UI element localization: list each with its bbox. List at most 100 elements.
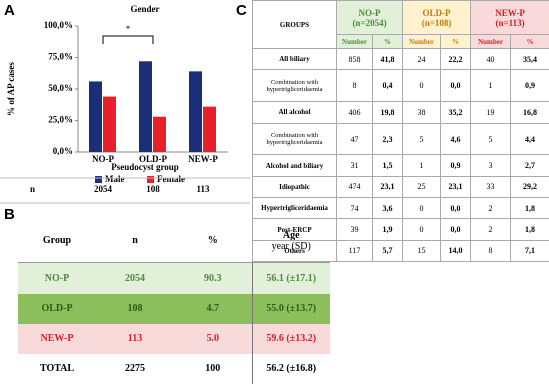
cell: 39 [336,218,373,241]
header-cell: Group [18,220,96,263]
cell: 5,7 [371,239,404,263]
cell: 33 [470,175,512,199]
row-label: Hypertrigliceridaemia [252,197,337,220]
row-label: Combination with hypertrigliceridaemia [252,122,337,156]
cell: NO-P [44,272,70,284]
data-row: Idiopathic 474 23,1 25 23,1 33 29,2 [252,175,549,199]
cell: 23,1 [440,175,472,199]
cell: 3,6 [371,197,404,220]
cell: 16,8 [510,101,549,124]
bar [139,61,152,152]
cell: 0 [402,218,442,241]
row-label: All alcohol [252,101,337,124]
cell: 14,0 [440,239,472,263]
row-label: Alcohol and biliary [252,154,337,177]
x-axis-label: Pseudocyst group [111,162,179,172]
data-row: OLD-P 108 4.7 55.0 (±13.7) [18,293,330,324]
cell: OLD-P [41,303,73,315]
cell: 15 [402,239,442,263]
row-label: Post-ERCP [252,218,337,241]
subheader: Number [470,34,512,49]
cell: 0,4 [371,69,404,103]
cell: 1,8 [510,197,549,220]
cell: 22,2 [440,47,472,71]
n-value: 2054 [94,184,113,194]
cell: 0,9 [510,69,549,103]
cell: 35,2 [440,101,472,124]
group-header: OLD-P (n=108) [402,0,472,35]
y-tick-label: 25,0% [48,115,73,125]
cell: 406 [336,101,373,124]
cell: 474 [336,175,373,199]
cell: 7,1 [510,239,549,263]
chart-title: Gender [131,4,160,14]
y-tick-label: 75,0% [48,52,73,62]
cell: 19,8 [371,101,404,124]
legend-swatch [147,176,154,183]
subheader: % [440,34,472,49]
panel-label: A [4,2,15,19]
data-row: Alcohol and biliary 31 1,5 1 0,9 3 2,7 [252,154,549,177]
x-tick-label: NO-P [92,154,114,164]
legend-swatch [95,176,102,183]
cell: 24 [402,47,442,71]
cell: 0,0 [440,197,472,220]
cell: 90.3 [204,272,222,284]
cell: 56.2 (±16.8) [251,353,330,384]
subheader: Number [402,34,442,49]
group-header-line: OLD-P [422,7,451,18]
header-cell: n [96,220,174,263]
subheader-row: Number% Number% Number% [253,34,549,49]
cell: 2275 [125,363,145,375]
n-value: 113 [196,184,210,194]
cell: 55.0 (±13.7) [251,293,330,324]
cell: 40 [470,47,512,71]
group-header: NEW-P (n=113) [470,0,549,35]
bar [203,106,216,152]
cell: 3 [470,154,512,177]
data-row: NO-P 2054 90.3 56.1 (±17.1) [18,262,330,294]
cell: 0,0 [440,218,472,241]
legend-label: Male [105,174,125,184]
bar [189,71,202,152]
group-header-line: (n=2054) [352,17,387,28]
row-label: Idiopathic [252,175,337,199]
cell: 1 [402,154,442,177]
cell: 4.7 [206,303,220,315]
cell: 38 [402,101,442,124]
data-row: All biliary 858 41,8 24 22,2 40 35,4 [252,47,549,71]
cell: 5 [470,122,512,156]
bar [153,116,166,152]
cell: 0,0 [440,69,472,103]
y-tick-label: 100,0% [44,20,73,30]
cell: 59.6 (±13.2) [251,323,330,354]
cell: 41,8 [371,47,404,71]
cell: 2,3 [371,122,404,156]
cell: 117 [336,239,373,263]
cell: 1,5 [371,154,404,177]
significance-bracket [102,35,154,44]
cell: 35,4 [510,47,549,71]
cell: 8 [336,69,373,103]
group-row: GROUPS NO-P (n=2054) OLD-P (n=108) NEW-P (n=11… [252,0,549,49]
data-row: All alcohol 406 19,8 38 35,2 19 16,8 [252,101,549,124]
subheader: % [371,34,404,49]
cell: 23,1 [371,175,404,199]
data-row: Combination with hypertrigliceridaemia 8 0… [252,69,549,103]
cell: 2 [470,218,512,241]
legend-label: Female [157,174,185,184]
cell: 2 [470,197,512,220]
cell: 108 [127,303,143,315]
cell: 0 [402,197,442,220]
row-label: All biliary [252,47,337,71]
cell: 4,6 [440,122,472,156]
cell: 858 [336,47,373,71]
row-label: Combination with hypertrigliceridaemia [252,69,337,103]
cell: 5.0 [206,333,220,345]
n-label: n [30,184,35,194]
x-tick-label: OLD-P [139,154,168,164]
cell: 56.1 (±17.1) [251,262,330,294]
cell: NEW-P [40,333,74,345]
data-row: NEW-P 113 5.0 59.6 (±13.2) [18,323,330,354]
